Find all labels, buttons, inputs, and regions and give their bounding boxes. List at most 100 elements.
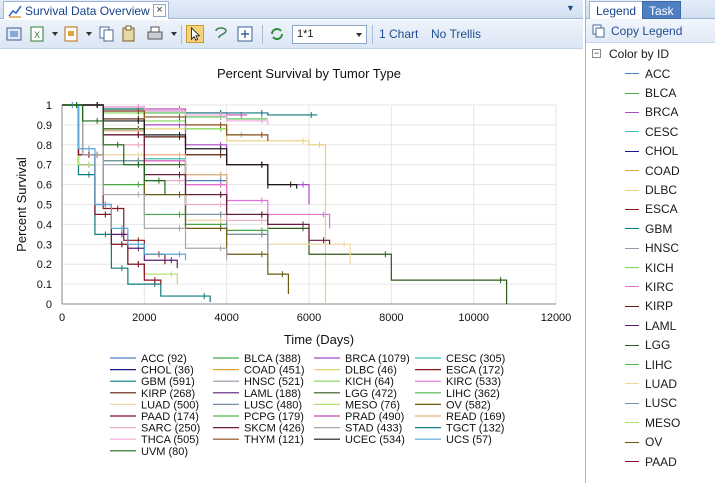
chart-legend-label: BLCA (388) xyxy=(244,353,301,365)
chart-legend-label: HNSC (521) xyxy=(244,376,304,388)
y-tick-label: 0.3 xyxy=(37,239,52,251)
pointer-icon[interactable] xyxy=(186,25,204,43)
chart-legend-label: UCS (57) xyxy=(446,434,492,446)
legend-item[interactable]: BRCA xyxy=(586,103,715,122)
chart-count-button[interactable]: 1 Chart xyxy=(379,27,419,41)
legend-swatch xyxy=(625,150,639,152)
legend-item[interactable]: KIRC xyxy=(586,277,715,296)
color-by-header[interactable]: − Color by ID xyxy=(586,43,715,64)
tab-survival-data-overview[interactable]: Survival Data Overview × xyxy=(3,1,169,19)
legend-item-label: DLBC xyxy=(645,183,678,198)
chevron-down-icon[interactable]: ▼ xyxy=(566,3,575,13)
legend-swatch xyxy=(625,422,639,424)
legend-item[interactable]: BLCA xyxy=(586,83,715,102)
tab-title: Survival Data Overview xyxy=(25,3,150,18)
legend-item-label: MESO xyxy=(645,415,681,430)
legend-item[interactable]: ESCA xyxy=(586,200,715,219)
x-axis-label: Time (Days) xyxy=(284,332,354,347)
copy-legend-button[interactable]: Copy Legend xyxy=(586,19,715,43)
survival-curve xyxy=(62,104,331,229)
tab-legend[interactable]: Legend xyxy=(589,1,644,19)
legend-item-label: ACC xyxy=(645,66,671,81)
legend-swatch xyxy=(625,344,639,346)
legend-item[interactable]: KIRP xyxy=(586,297,715,316)
chart-legend-label: PAAD (174) xyxy=(141,411,199,423)
legend-item[interactable]: LGG xyxy=(586,335,715,354)
toolbar-separator xyxy=(372,25,373,44)
refresh-icon[interactable] xyxy=(268,25,286,43)
legend-item[interactable]: DLBC xyxy=(586,180,715,199)
color-by-label: Color by ID xyxy=(609,46,670,61)
legend-item[interactable]: GBM xyxy=(586,219,715,238)
legend-item[interactable]: HNSC xyxy=(586,239,715,258)
chart-legend-label: GBM (591) xyxy=(141,376,195,388)
chart-title: Percent Survival by Tumor Type xyxy=(217,66,401,81)
export-excel-icon[interactable]: X xyxy=(28,25,46,43)
legend-item[interactable]: CHOL xyxy=(586,142,715,161)
y-tick-label: 0.8 xyxy=(37,140,52,152)
chart-legend-label: PCPG (179) xyxy=(244,411,304,423)
legend-item[interactable]: MESO xyxy=(586,413,715,432)
tab-task[interactable]: Task xyxy=(642,1,681,19)
legend-item[interactable]: ACC xyxy=(586,64,715,83)
legend-item-label: BRCA xyxy=(645,105,679,120)
legend-item-label: GBM xyxy=(645,221,673,236)
zoom-extent-icon[interactable] xyxy=(236,25,254,43)
legend-item[interactable]: CESC xyxy=(586,122,715,141)
document-tab-strip: Survival Data Overview × ▼ xyxy=(0,0,583,19)
legend-item-label: LGG xyxy=(645,338,671,353)
y-tick-label: 0.2 xyxy=(37,259,52,271)
legend-swatch xyxy=(625,402,639,404)
copy-icon[interactable] xyxy=(97,25,115,43)
print-icon[interactable] xyxy=(146,25,164,43)
chart-legend-label: READ (169) xyxy=(446,411,505,423)
legend-item[interactable]: KICH xyxy=(586,258,715,277)
chart-legend-label: LIHC (362) xyxy=(446,388,500,400)
trellis-mode-button[interactable]: No Trellis xyxy=(431,27,482,41)
trellis-layout-select[interactable]: 1*1 xyxy=(292,25,367,44)
chart-legend-label: KICH (64) xyxy=(345,376,394,388)
chart-legend-label: CESC (305) xyxy=(446,353,505,365)
chart-legend-label: DLBC (46) xyxy=(345,365,397,377)
survival-curve xyxy=(62,104,269,255)
legend-item-label: ESCA xyxy=(645,202,678,217)
survival-curve xyxy=(62,104,162,285)
chart-legend-label: SKCM (426) xyxy=(244,423,305,435)
legend-item[interactable]: LAML xyxy=(586,316,715,335)
lasso-icon[interactable] xyxy=(212,25,230,43)
legend-item[interactable]: PAAD xyxy=(586,452,715,471)
paste-icon[interactable] xyxy=(120,25,138,43)
legend-swatch xyxy=(625,73,639,75)
auto-zoom-icon[interactable] xyxy=(5,25,23,43)
legend-item[interactable]: OV xyxy=(586,432,715,451)
chart-legend-label: ESCA (172) xyxy=(446,365,504,377)
chart-icon xyxy=(8,5,22,18)
survival-curve xyxy=(62,104,290,295)
legend-item-label: LAML xyxy=(645,318,677,333)
x-tick-label: 6000 xyxy=(297,312,321,324)
survival-chart[interactable]: 0 0.1 0.2 0.3 0.4 0.5 0.6 0.7 0.8 0.9 1 0 2000 4000 60… xyxy=(0,50,583,483)
legend-item[interactable]: LIHC xyxy=(586,355,715,374)
legend-swatch xyxy=(625,364,639,366)
legend-item-label: OV xyxy=(645,435,663,450)
chevron-down-icon[interactable] xyxy=(86,32,92,36)
survival-curve xyxy=(62,104,331,245)
survival-curve xyxy=(62,104,318,116)
collapse-icon[interactable]: − xyxy=(592,48,601,58)
chart-legend-label: KIRP (268) xyxy=(141,388,195,400)
chart-legend-label: BRCA (1079) xyxy=(345,353,410,365)
y-tick-label: 0.7 xyxy=(37,160,52,172)
legend-swatch xyxy=(625,461,639,462)
y-tick-label: 0.6 xyxy=(37,180,52,192)
chevron-down-icon[interactable] xyxy=(171,32,177,36)
legend-item[interactable]: LUSC xyxy=(586,394,715,413)
legend-item-label: HNSC xyxy=(645,241,680,256)
chart-legend-label: MESO (76) xyxy=(345,399,400,411)
chevron-down-icon[interactable] xyxy=(52,32,58,36)
legend-item[interactable]: LUAD xyxy=(586,374,715,393)
chart-legend-label: TGCT (132) xyxy=(446,423,504,435)
legend-swatch xyxy=(625,170,639,172)
legend-item[interactable]: COAD xyxy=(586,161,715,180)
close-icon[interactable]: × xyxy=(153,4,166,17)
export-image-icon[interactable] xyxy=(62,25,80,43)
